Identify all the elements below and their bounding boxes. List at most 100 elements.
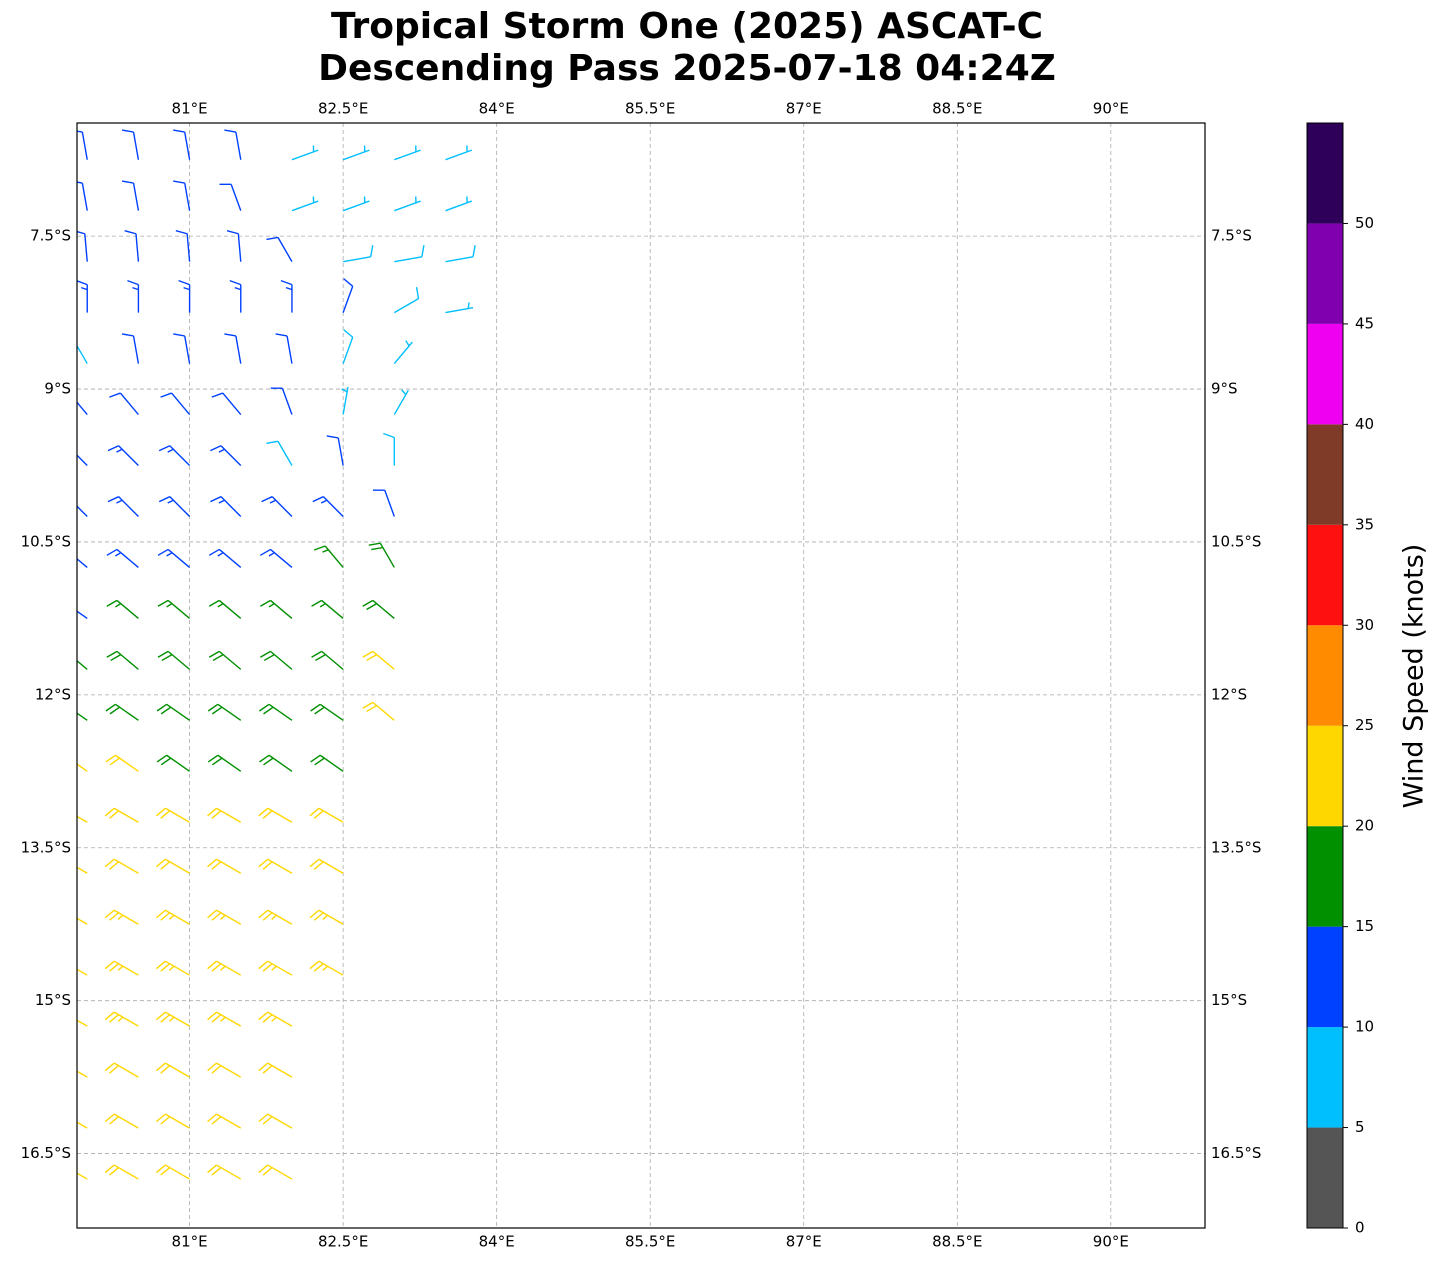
wind-barb — [211, 392, 242, 415]
colorbar-tick-label: 40 — [1355, 415, 1374, 433]
wind-barb — [77, 815, 88, 823]
wind-barb — [362, 599, 395, 619]
wind-barb — [207, 754, 242, 772]
wind-barb — [368, 542, 395, 568]
colorbar-segment — [1307, 524, 1343, 626]
colorbar-segment — [1307, 223, 1343, 324]
y-tick-label: 10.5°S — [21, 532, 71, 550]
x-tick-label: 87°E — [786, 1233, 822, 1251]
wind-barb — [104, 1164, 139, 1180]
wind-barb — [309, 858, 344, 874]
wind-barb — [393, 389, 409, 415]
wind-barb — [291, 196, 319, 212]
wind-barb — [258, 1011, 293, 1027]
wind-barb — [207, 960, 242, 976]
wind-barb — [343, 245, 374, 263]
y-tick-label: 7.5°S — [30, 227, 71, 245]
wind-barb — [77, 1172, 88, 1180]
wind-barb — [104, 960, 139, 976]
wind-barb — [109, 392, 139, 415]
wind-barb — [445, 196, 473, 212]
wind-barb — [341, 386, 349, 415]
barb-layer — [77, 129, 476, 1180]
wind-barb — [107, 445, 139, 467]
wind-barb — [207, 1011, 242, 1027]
x-tick-label: 88.5°E — [932, 100, 982, 118]
wind-barb — [260, 599, 293, 619]
wind-barb — [77, 866, 88, 874]
x-tick-label: 82.5°E — [318, 100, 368, 118]
wind-barb — [207, 858, 242, 874]
x-tick-label: 82.5°E — [318, 1233, 368, 1251]
wind-barb — [393, 340, 413, 365]
wind-barb — [124, 230, 140, 262]
x-tick-label: 88.5°E — [932, 1233, 982, 1251]
wind-barb — [208, 548, 242, 568]
wind-barb — [77, 917, 88, 925]
wind-barb — [210, 496, 242, 517]
colorbar-segment — [1307, 625, 1343, 726]
colorbar-tick-label: 30 — [1355, 616, 1374, 634]
colorbar-tick-label: 15 — [1355, 917, 1374, 935]
wind-barb — [309, 960, 344, 976]
wind-barb — [104, 909, 139, 925]
x-tick-label: 84°E — [479, 1233, 515, 1251]
x-tick-label: 85.5°E — [625, 1233, 675, 1251]
wind-barb — [77, 230, 88, 262]
wind-barb — [258, 1164, 293, 1180]
y-tick-label: 9°S — [44, 380, 71, 398]
wind-barb — [310, 754, 344, 772]
wind-barb — [207, 909, 242, 925]
wind-barb — [155, 1113, 190, 1129]
colorbar-label: Wind Speed (knots) — [1399, 544, 1430, 809]
wind-barb — [77, 712, 88, 721]
wind-barb — [258, 1062, 293, 1078]
wind-barb — [207, 1113, 242, 1129]
colorbar-segment — [1307, 725, 1343, 827]
wind-barb — [311, 650, 344, 670]
wind-barb — [160, 392, 191, 415]
wind-barb — [445, 245, 476, 263]
wind-barb — [394, 145, 421, 161]
wind-barb — [178, 279, 191, 313]
wind-barb — [77, 1121, 88, 1129]
wind-barb — [105, 703, 139, 721]
wind-barb — [77, 454, 88, 467]
wind-barb — [127, 279, 140, 313]
wind-barb — [77, 1070, 88, 1078]
wind-barb — [156, 754, 190, 772]
colorbar-tick-label: 0 — [1355, 1219, 1365, 1237]
wind-barb — [311, 599, 344, 619]
wind-barb — [291, 145, 319, 161]
wind-barb — [173, 180, 191, 211]
wind-barb — [445, 145, 473, 161]
y-tick-label: 13.5°S — [21, 838, 71, 856]
wind-barb — [77, 763, 88, 772]
wind-barb — [258, 960, 293, 976]
wind-barb — [157, 599, 191, 619]
wind-barb — [104, 807, 139, 823]
wind-barb — [309, 909, 344, 925]
wind-barb — [210, 445, 242, 467]
y-tick-label: 12°S — [1211, 685, 1247, 703]
wind-barb — [313, 545, 344, 568]
wind-barb — [106, 650, 139, 670]
y-tick-label: 13.5°S — [1211, 838, 1261, 856]
wind-barb — [157, 650, 191, 670]
wind-barb — [175, 230, 191, 262]
wind-barb — [155, 1011, 190, 1027]
wind-barb — [342, 329, 354, 364]
wind-barb — [104, 1011, 139, 1027]
wind-barb — [155, 858, 190, 874]
wind-barb — [208, 650, 242, 670]
colorbar-tick-label: 20 — [1355, 817, 1374, 835]
wind-barb — [207, 703, 242, 721]
y-tick-label: 12°S — [35, 685, 71, 703]
wind-barb — [342, 145, 370, 161]
colorbar-tick-label: 10 — [1355, 1018, 1374, 1036]
wind-barb — [362, 650, 395, 670]
y-tick-label: 10.5°S — [1211, 532, 1261, 550]
y-tick-label: 9°S — [1211, 380, 1238, 398]
